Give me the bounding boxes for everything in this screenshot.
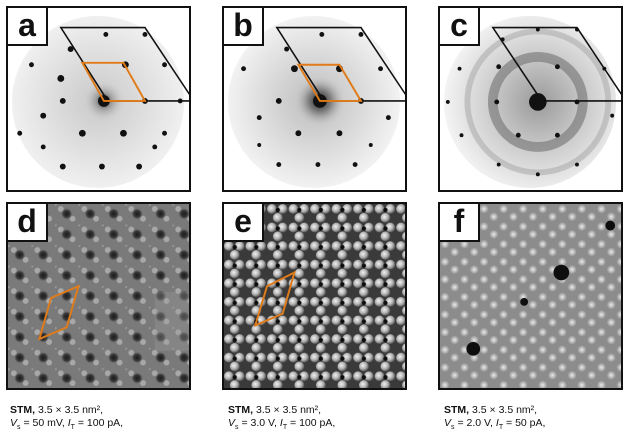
bias-label: V bbox=[228, 417, 236, 429]
leed-pattern-b bbox=[227, 15, 405, 189]
panel-label-f: f bbox=[440, 204, 480, 242]
panel-label-a: a bbox=[8, 8, 48, 46]
leed-panel-b: b bbox=[222, 6, 407, 192]
caption-d: STM, 3.5 × 3.5 nm², Vs = 50 mV, IT = 100… bbox=[10, 404, 200, 434]
leed-pattern-a bbox=[11, 15, 189, 189]
bias-sub: s bbox=[235, 424, 239, 432]
bias-label: V bbox=[444, 417, 452, 429]
unit-cell-small bbox=[253, 270, 296, 328]
caption-line-2: Vs = 3.0 V, IT = 100 pA, bbox=[228, 417, 418, 434]
current-value: = 100 pA, bbox=[77, 417, 124, 429]
leed-pattern-c bbox=[443, 15, 621, 189]
bias-value: = 3.0 V, bbox=[241, 417, 277, 429]
diffuse-ring bbox=[487, 52, 588, 152]
caption-line-1: STM, 3.5 × 3.5 nm², bbox=[228, 404, 418, 417]
caption-size: 3.5 × 3.5 nm², bbox=[38, 404, 104, 416]
leed-panel-c: c bbox=[438, 6, 623, 192]
current-sub: T bbox=[282, 424, 288, 432]
caption-bold: STM, bbox=[228, 404, 254, 416]
unit-cell-small bbox=[80, 61, 147, 102]
stm-panel-f: f bbox=[438, 202, 623, 390]
unit-cell-large bbox=[275, 26, 405, 102]
stm-panel-d: d bbox=[6, 202, 191, 390]
current-value: = 100 pA, bbox=[290, 417, 336, 429]
caption-f: STM, 3.5 × 3.5 nm², Vs = 2.0 V, IT = 50 … bbox=[444, 404, 627, 434]
bias-label: V bbox=[10, 417, 18, 429]
panel-label-c: c bbox=[440, 8, 480, 46]
diffraction-spots bbox=[445, 27, 615, 177]
bias-value: = 2.0 V, bbox=[457, 417, 493, 429]
panel-label-d: d bbox=[8, 204, 48, 242]
panel-label-e: e bbox=[224, 204, 264, 242]
current-label: I bbox=[279, 417, 283, 429]
panel-label-b: b bbox=[224, 8, 264, 46]
bias-sub: s bbox=[17, 424, 21, 432]
current-label: I bbox=[495, 417, 499, 429]
unit-cell-large bbox=[59, 26, 189, 102]
caption-e: STM, 3.5 × 3.5 nm², Vs = 3.0 V, IT = 100… bbox=[228, 404, 418, 434]
caption-bold: STM, bbox=[10, 404, 36, 416]
caption-line-1: STM, 3.5 × 3.5 nm², bbox=[10, 404, 200, 417]
dark-defects bbox=[466, 220, 616, 356]
leed-panel-a: a bbox=[6, 6, 191, 192]
unit-cell-small bbox=[296, 63, 363, 102]
caption-line-2: Vs = 50 mV, IT = 100 pA, bbox=[10, 417, 200, 434]
caption-line-2: Vs = 2.0 V, IT = 50 pA, bbox=[444, 417, 627, 434]
caption-size: 3.5 × 3.5 nm², bbox=[256, 404, 322, 416]
current-sub: T bbox=[498, 424, 504, 432]
bias-value: = 50 mV, bbox=[23, 417, 65, 429]
unit-cell-small bbox=[37, 284, 80, 341]
current-value: = 50 pA, bbox=[506, 417, 546, 429]
current-sub: T bbox=[70, 424, 75, 432]
caption-size: 3.5 × 3.5 nm², bbox=[472, 404, 538, 416]
unit-cell-large bbox=[491, 26, 621, 102]
bias-sub: s bbox=[451, 424, 455, 432]
caption-line-1: STM, 3.5 × 3.5 nm², bbox=[444, 404, 627, 417]
stm-panel-e: e bbox=[222, 202, 407, 390]
caption-bold: STM, bbox=[444, 404, 470, 416]
current-label: I bbox=[67, 417, 71, 429]
diffraction-spots bbox=[17, 31, 183, 170]
